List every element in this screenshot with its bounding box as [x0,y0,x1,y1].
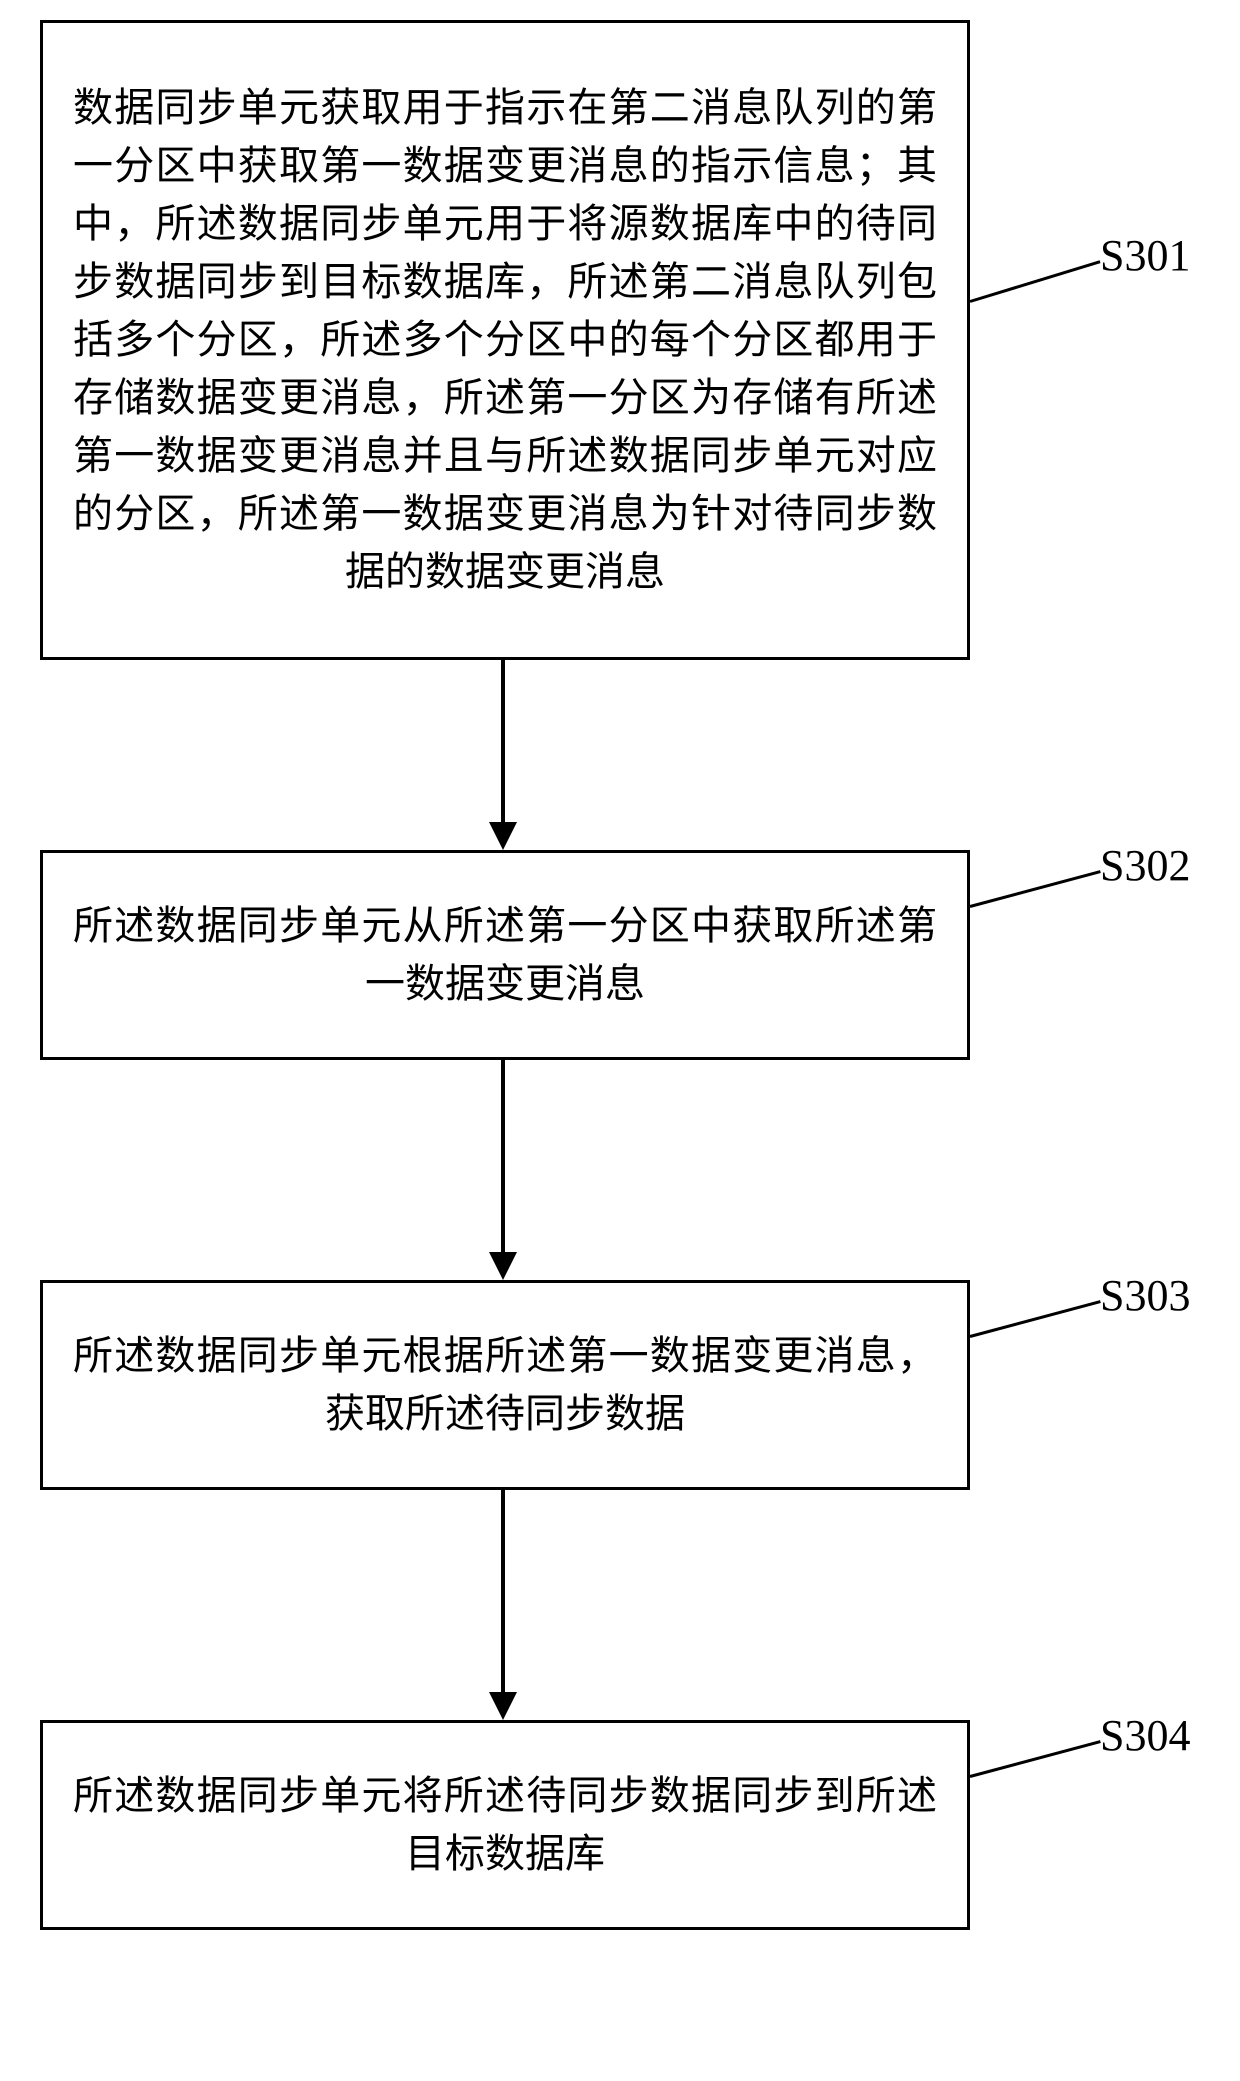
flow-label-s304: S304 [1100,1710,1190,1761]
flow-node-s304-text: 所述数据同步单元将所述待同步数据同步到所述目标数据库 [73,1767,937,1883]
arrow-1-2-head [489,822,517,850]
arrow-3-4-line [501,1490,505,1692]
flow-label-s303: S303 [1100,1270,1190,1321]
leader-s301 [970,260,1101,303]
flow-label-s302: S302 [1100,840,1190,891]
leader-s304 [970,1740,1101,1778]
arrow-2-3-head [489,1252,517,1280]
flow-node-s303: 所述数据同步单元根据所述第一数据变更消息，获取所述待同步数据 [40,1280,970,1490]
flow-node-s302-text: 所述数据同步单元从所述第一分区中获取所述第一数据变更消息 [73,897,937,1013]
flow-node-s303-text: 所述数据同步单元根据所述第一数据变更消息，获取所述待同步数据 [73,1327,937,1443]
flow-node-s301-text: 数据同步单元获取用于指示在第二消息队列的第一分区中获取第一数据变更消息的指示信息… [73,79,937,601]
flow-label-s301: S301 [1100,230,1190,281]
leader-s302 [970,870,1101,908]
arrow-3-4-head [489,1692,517,1720]
arrow-2-3-line [501,1060,505,1252]
flow-node-s304: 所述数据同步单元将所述待同步数据同步到所述目标数据库 [40,1720,970,1930]
flow-node-s302: 所述数据同步单元从所述第一分区中获取所述第一数据变更消息 [40,850,970,1060]
flowchart-canvas: 数据同步单元获取用于指示在第二消息队列的第一分区中获取第一数据变更消息的指示信息… [0,0,1240,2081]
flow-node-s301: 数据同步单元获取用于指示在第二消息队列的第一分区中获取第一数据变更消息的指示信息… [40,20,970,660]
arrow-1-2-line [501,660,505,822]
leader-s303 [970,1300,1101,1338]
